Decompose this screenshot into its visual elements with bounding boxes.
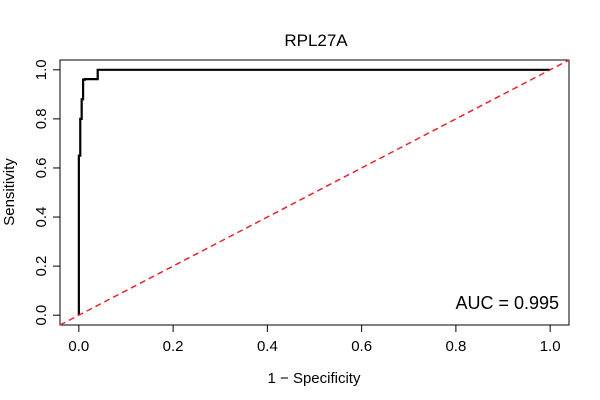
y-axis: 0.0 0.2 0.4 0.6 0.8 1.0 [33, 59, 61, 326]
y-axis-label: Sensitivity [1, 158, 18, 226]
y-tick-label: 1.0 [33, 59, 50, 80]
x-tick-label: 0.8 [445, 338, 466, 355]
x-tick-label: 0.4 [257, 338, 278, 355]
y-tick-label: 0.8 [33, 108, 50, 129]
x-axis-label: 1 − Specificity [268, 370, 361, 387]
x-tick-label: 1.0 [540, 338, 561, 355]
y-tick-label: 0.2 [33, 256, 50, 277]
roc-curve-line [77, 68, 551, 316]
x-tick-label: 0.6 [351, 338, 372, 355]
reference-diagonal-line [59, 59, 570, 326]
plot-frame [59, 59, 570, 326]
y-tick-label: 0.4 [33, 207, 50, 228]
auc-annotation: AUC = 0.995 [455, 293, 559, 313]
x-tick-label: 0.0 [68, 338, 89, 355]
chart-title: RPL27A [284, 31, 348, 50]
y-tick-label: 0.6 [33, 158, 50, 179]
x-axis: 0.0 0.2 0.4 0.6 0.8 1.0 [68, 324, 561, 355]
x-tick-label: 0.2 [163, 338, 184, 355]
y-tick-label: 0.0 [33, 305, 50, 326]
series-layer [59, 59, 570, 326]
